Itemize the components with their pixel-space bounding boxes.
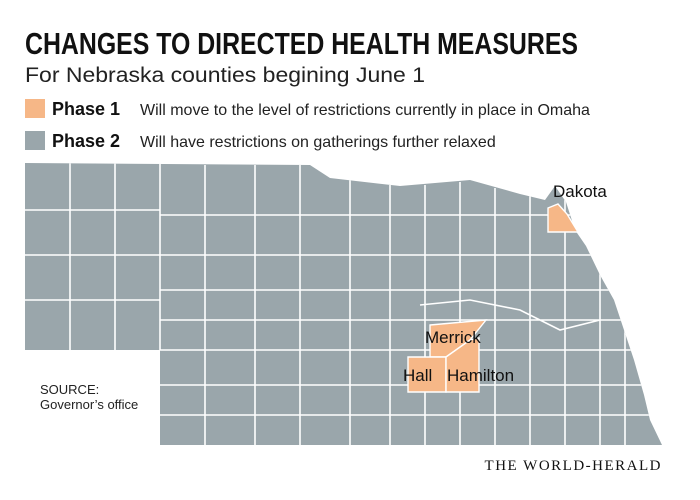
county-label: Hamilton: [447, 366, 514, 385]
county-label: Merrick: [425, 328, 481, 347]
legend-description: Will move to the level of restrictions c…: [140, 102, 590, 119]
credit: THE WORLD-HERALD: [485, 458, 662, 474]
legend-swatch: [25, 131, 45, 150]
county-label: Dakota: [553, 182, 607, 201]
legend-label: Phase 1: [52, 99, 120, 119]
state-map: [25, 163, 662, 445]
legend-description: Will have restrictions on gatherings fur…: [140, 134, 496, 151]
subtitle: For Nebraska counties begining June 1: [25, 64, 425, 87]
county-label: Hall: [403, 366, 432, 385]
county-dakota: [547, 203, 580, 233]
source-text: Governor’s office: [40, 397, 138, 412]
county-hamilton: [445, 337, 480, 393]
title: CHANGES TO DIRECTED HEALTH MEASURES: [25, 26, 578, 61]
legend-label: Phase 2: [52, 131, 120, 151]
legend-swatch: [25, 99, 45, 118]
source-label: SOURCE:: [40, 382, 99, 397]
